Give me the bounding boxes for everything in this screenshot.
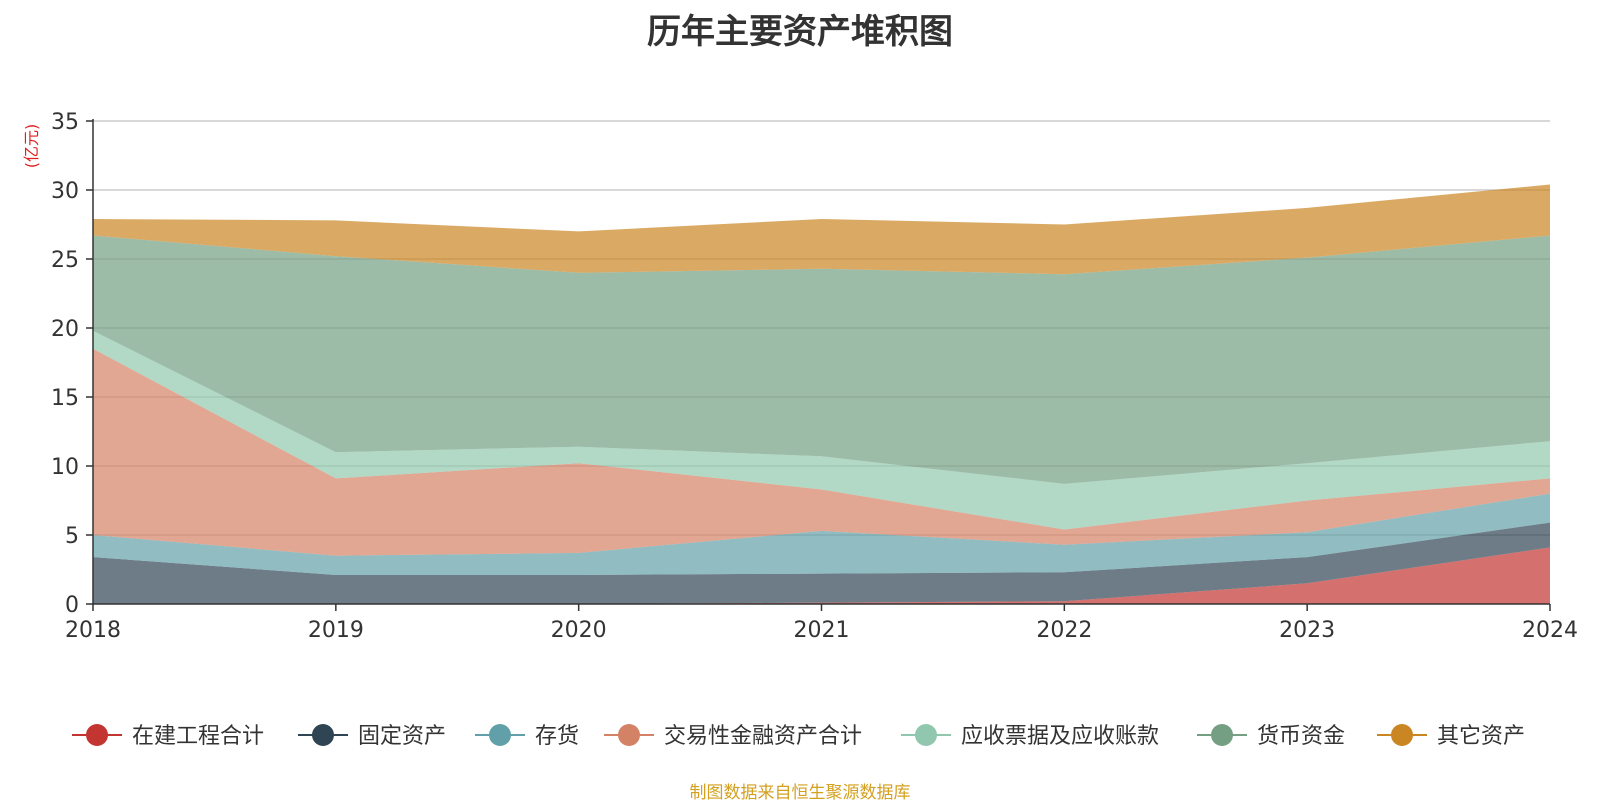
y-tick-label: 5 [65,524,79,549]
x-tick-label: 2019 [308,618,364,643]
area-series-6 [93,235,1550,484]
legend-label-7: 其它资产 [1437,724,1525,749]
x-tick-label: 2023 [1279,618,1335,643]
area-series-layer [93,184,1550,604]
legend-marker-1 [86,724,108,746]
area-series-2 [93,522,1550,604]
source-note: 制图数据来自恒生聚源数据库 [689,783,911,803]
x-tick-label: 2022 [1036,618,1092,643]
area-series-3 [93,493,1550,575]
x-tick-label: 2020 [551,618,607,643]
y-tick-label: 15 [51,386,79,411]
legend-marker-2 [312,724,334,746]
y-tick-label: 10 [51,455,79,480]
area-series-7 [93,184,1550,275]
y-tick-label: 25 [51,248,79,273]
x-tick-label: 2021 [794,618,850,643]
legend-marker-7 [1391,724,1413,746]
y-tick-label: 35 [51,110,79,135]
legend-label-6: 货币资金 [1257,724,1345,749]
area-series-4 [93,348,1550,556]
y-tick-label: 30 [51,179,79,204]
legend-label-1: 在建工程合计 [132,724,264,749]
x-tick-label: 2018 [65,618,121,643]
area-series-5 [93,330,1550,530]
legend-label-4: 交易性金融资产合计 [664,724,862,749]
legend: 在建工程合计 固定资产 存货 交易性金融资产合计 应收票据及应收账款 货币资金 其它资产 [72,724,1525,749]
area-series-1 [93,547,1550,604]
legend-marker-3 [489,724,511,746]
y-axis-unit-label: (亿元) [22,124,41,169]
legend-label-3: 存货 [535,724,579,749]
y-tick-label: 0 [65,593,79,618]
legend-marker-6 [1211,724,1233,746]
legend-label-2: 固定资产 [358,724,446,749]
chart-title: 历年主要资产堆积图 [647,12,953,52]
y-tick-label: 20 [51,317,79,342]
legend-label-5: 应收票据及应收账款 [961,724,1159,749]
legend-marker-5 [915,724,937,746]
axes: 0 5 10 15 20 25 30 35 2018 2019 2020 2021 2022 2023 20… [22,110,1578,643]
x-tick-label: 2024 [1522,618,1578,643]
legend-marker-4 [618,724,640,746]
